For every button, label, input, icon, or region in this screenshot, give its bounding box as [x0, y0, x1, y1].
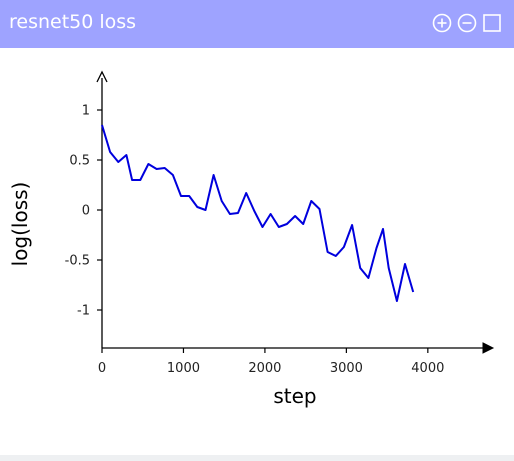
y-tick-label: 1 [82, 104, 90, 119]
y-tick-label: -1 [77, 304, 90, 319]
x-tick-label: 0 [98, 361, 106, 376]
y-tick-label: 0.5 [69, 154, 90, 169]
zoom-out-icon[interactable] [457, 13, 477, 33]
x-axis-arrow [482, 342, 495, 354]
x-tick-label: 4000 [411, 361, 444, 376]
x-tick-label: 1000 [167, 361, 200, 376]
x-axis-label: step [273, 384, 317, 408]
window-title: resnet50 loss [9, 11, 137, 33]
x-tick-label: 3000 [330, 361, 363, 376]
window-controls [432, 13, 502, 33]
y-tick-label: 0 [82, 204, 90, 219]
bottom-strip [0, 455, 514, 461]
maximize-icon[interactable] [482, 13, 502, 33]
y-tick-label: -0.5 [65, 254, 90, 269]
x-tick-label: 2000 [248, 361, 281, 376]
zoom-in-icon[interactable] [432, 13, 452, 33]
loss-series-line [101, 124, 415, 302]
title-bar: resnet50 loss [0, 0, 514, 48]
loss-line-chart: 0 1000 2000 3000 4000 1 0.5 0 -0.5 -1 [65, 70, 495, 376]
y-axis-arrow [96, 70, 108, 83]
